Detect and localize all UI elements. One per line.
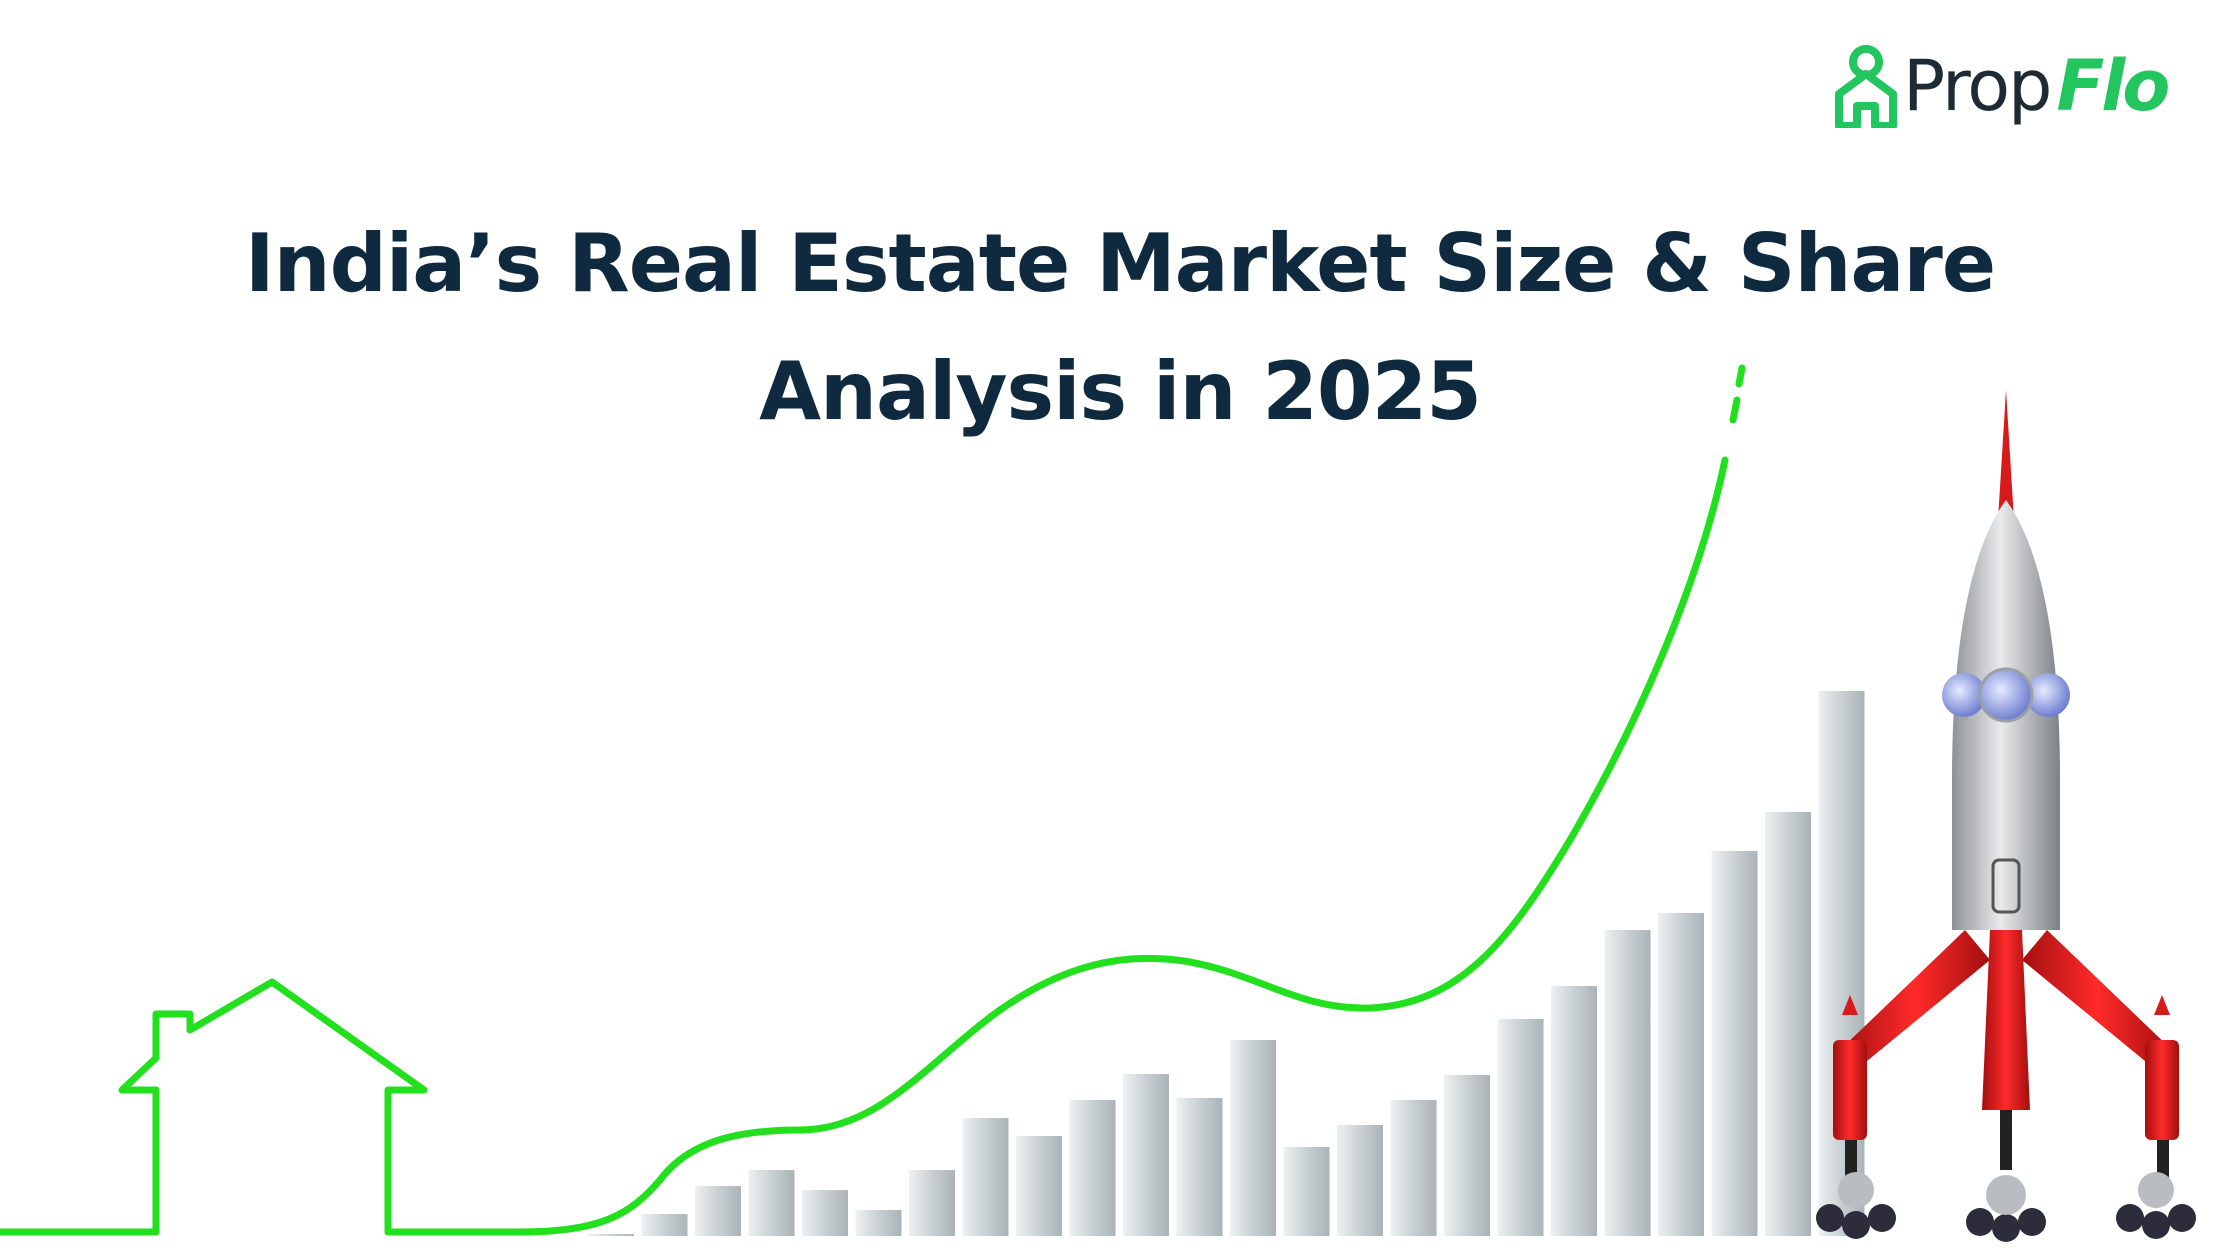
bar-series [588, 691, 1865, 1236]
bar [855, 1210, 902, 1236]
rocket-illustration [1816, 390, 2196, 1242]
title-line-1: India’s Real Estate Market Size & Share [244, 217, 1996, 310]
bar [962, 1118, 1009, 1236]
bar [1765, 812, 1811, 1236]
brand-name-prop: Prop [1903, 45, 2052, 127]
bar [1230, 1040, 1276, 1236]
house-person-icon [1835, 45, 1897, 128]
bar [1711, 851, 1758, 1236]
bar [1390, 1100, 1437, 1236]
bar [1016, 1136, 1062, 1236]
bar [1283, 1147, 1330, 1236]
curve-tip [1729, 364, 1746, 424]
bar [748, 1170, 795, 1236]
page-title: India’s Real Estate Market Size & Share … [0, 200, 2240, 456]
bar [1069, 1100, 1116, 1236]
bar [695, 1186, 741, 1236]
bar [1818, 691, 1865, 1236]
bar [1551, 986, 1597, 1236]
bar [909, 1170, 955, 1236]
bar [1176, 1098, 1223, 1236]
bar [641, 1214, 688, 1236]
bar [1497, 1019, 1544, 1236]
bar [1123, 1074, 1169, 1236]
bar [1444, 1075, 1490, 1236]
bar [588, 1234, 634, 1236]
bar [1337, 1125, 1383, 1236]
house-outline [0, 978, 520, 1236]
title-line-2: Analysis in 2025 [759, 345, 1482, 438]
brand-logo: Prop Flo [1835, 38, 2170, 134]
brand-name-flo: Flo [2056, 45, 2170, 127]
bar [1604, 930, 1651, 1236]
bar [802, 1190, 848, 1236]
bar [1658, 913, 1704, 1236]
growth-curve [516, 456, 1729, 1236]
